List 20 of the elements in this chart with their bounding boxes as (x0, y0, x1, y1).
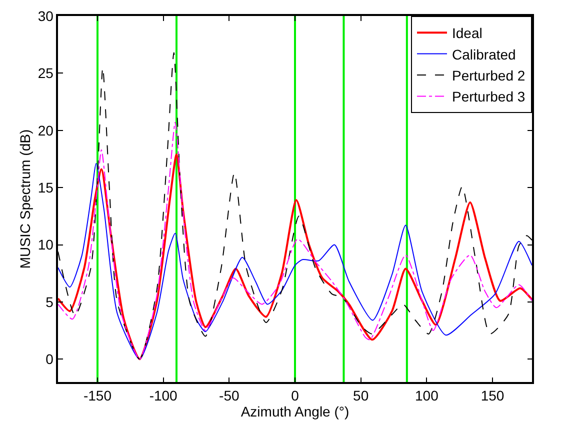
y-axis-title: MUSIC Spectrum (dB) (16, 129, 33, 269)
x-tick-label: -50 (219, 388, 240, 404)
x-axis-title: Azimuth Angle (°) (240, 404, 350, 420)
legend-label: Ideal (452, 25, 482, 42)
y-tick-label: 25 (38, 65, 54, 82)
legend-label: Calibrated (452, 46, 516, 62)
x-tick-label: 150 (480, 388, 504, 404)
legend-label: Perturbed 2 (452, 67, 526, 84)
y-tick-label: 5 (46, 294, 54, 310)
x-tick-label: 0 (291, 388, 300, 404)
x-tick-label: -100 (149, 388, 178, 404)
y-tick-label: 30 (38, 8, 54, 24)
y-tick-label: 0 (46, 351, 54, 368)
x-tick-label: -150 (83, 388, 112, 404)
x-tick-label: 100 (414, 388, 439, 404)
y-tick-label: 15 (38, 179, 54, 196)
y-tick-label: 20 (38, 122, 54, 138)
legend-label: Perturbed 3 (452, 88, 526, 105)
y-tick-label: 10 (38, 236, 54, 253)
x-tick-label: 50 (353, 388, 369, 404)
